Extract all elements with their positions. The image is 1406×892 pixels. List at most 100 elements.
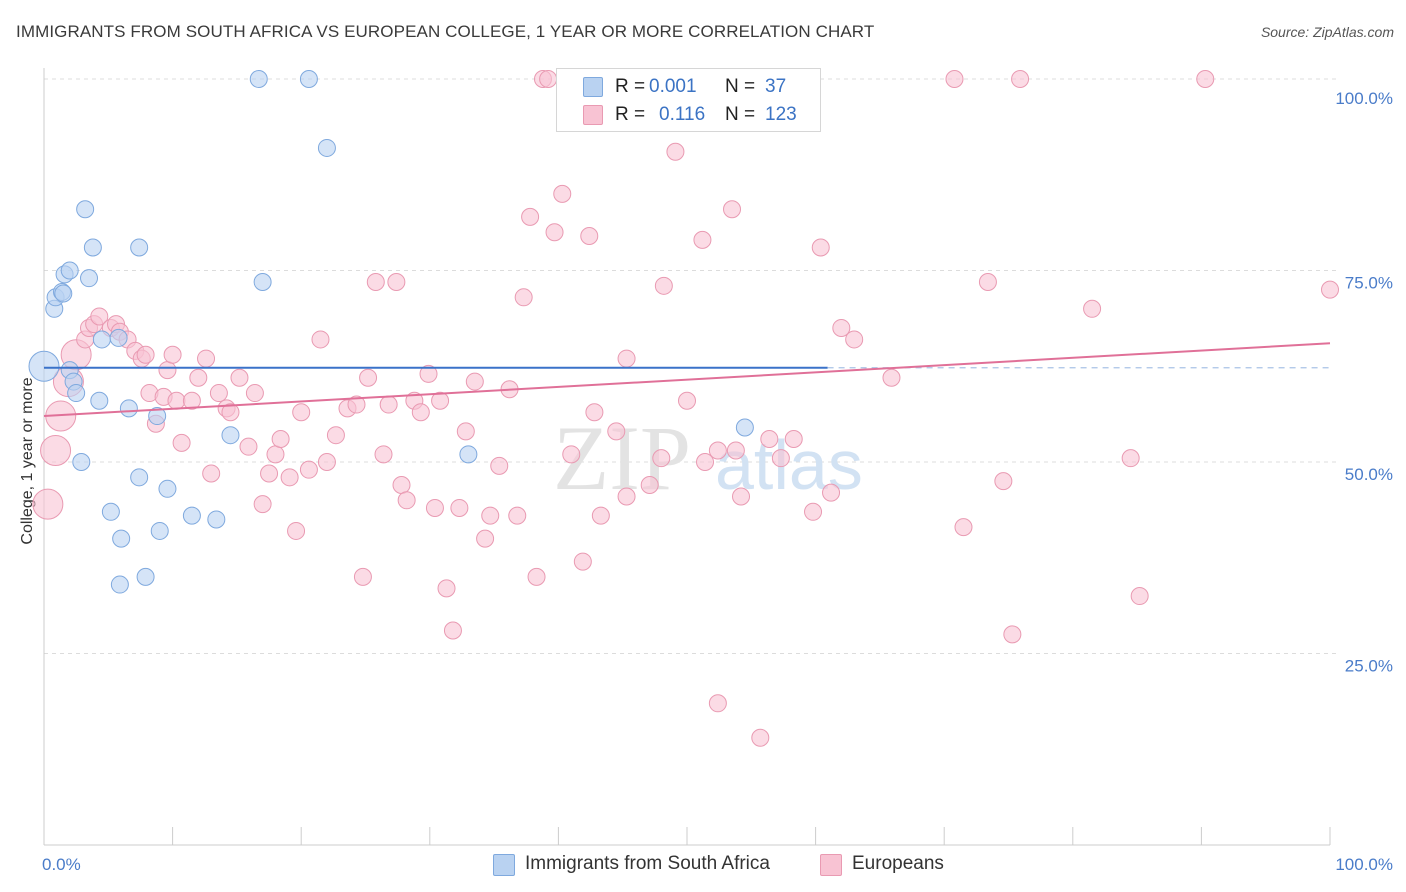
data-point — [239, 437, 258, 456]
trend-line-europeans — [43, 342, 1331, 418]
data-point — [652, 449, 671, 468]
legend-row-europeans: R = 0.116 N = 123 — [557, 102, 820, 128]
data-point — [490, 456, 509, 475]
data-point — [832, 318, 851, 337]
chart-title: IMMIGRANTS FROM SOUTH AFRICA VS EUROPEAN… — [16, 22, 875, 41]
data-point — [450, 498, 469, 517]
legend-swatch-blue — [493, 854, 515, 876]
data-point — [311, 330, 330, 349]
data-point — [431, 391, 450, 410]
legend-r-value: 0.116 — [659, 104, 706, 125]
data-point — [287, 521, 306, 540]
data-point — [751, 728, 770, 747]
data-point — [994, 472, 1013, 491]
correlation-legend: R = 0.001 N = 37 R = 0.116 N = 123 — [556, 68, 821, 132]
trend-lines — [43, 342, 1331, 418]
data-point — [954, 518, 973, 537]
data-point — [317, 138, 336, 157]
data-point — [726, 441, 745, 460]
legend-r-value: 0.001 — [649, 76, 697, 97]
data-point — [708, 694, 727, 713]
data-point — [882, 368, 901, 387]
data-point — [732, 487, 751, 506]
data-point — [580, 227, 599, 246]
data-point — [845, 330, 864, 349]
y-tick-label: 25.0% — [1345, 657, 1393, 676]
data-point — [735, 418, 754, 437]
legend-swatch-blue — [583, 77, 603, 97]
data-point — [80, 269, 99, 288]
data-point — [230, 368, 249, 387]
data-point — [326, 426, 345, 445]
data-point — [562, 445, 581, 464]
data-point — [1321, 280, 1339, 299]
data-point — [481, 506, 500, 525]
y-tick-label: 50.0% — [1345, 465, 1393, 484]
data-point — [271, 430, 290, 449]
data-point — [163, 345, 182, 364]
data-point — [253, 495, 272, 514]
data-point — [172, 433, 191, 452]
data-point — [148, 407, 167, 426]
data-point — [90, 307, 109, 326]
data-point — [353, 567, 372, 586]
data-point — [299, 460, 318, 479]
data-point — [760, 430, 779, 449]
data-point — [696, 453, 715, 471]
data-point — [708, 441, 727, 460]
source-credit: Source: ZipAtlas.com — [1260, 24, 1394, 40]
data-point — [28, 350, 60, 382]
data-point — [1121, 449, 1140, 468]
data-point — [392, 475, 411, 494]
data-point — [83, 238, 102, 257]
legend-n-label: N = — [725, 104, 756, 125]
data-point — [130, 238, 149, 257]
data-point — [366, 272, 385, 291]
data-point — [397, 491, 416, 510]
data-point — [607, 422, 626, 441]
legend-swatch-pink — [583, 105, 603, 125]
data-point — [92, 330, 111, 349]
data-point — [317, 453, 336, 471]
data-point — [459, 445, 478, 464]
data-point — [136, 345, 155, 364]
data-point — [387, 272, 406, 291]
legend-label-south-africa: Immigrants from South Africa — [525, 853, 770, 874]
y-tick-label: 100.0% — [1335, 89, 1393, 108]
data-point — [425, 498, 444, 517]
legend-row-south-africa: R = 0.001 N = 37 — [557, 74, 820, 100]
data-point — [374, 445, 393, 464]
data-point — [654, 276, 673, 295]
legend-r-label: R = — [615, 104, 646, 125]
data-point — [182, 506, 201, 525]
data-point — [32, 488, 64, 520]
data-point — [693, 230, 712, 249]
data-point — [158, 479, 177, 498]
data-point — [527, 567, 546, 586]
data-point — [379, 395, 398, 414]
data-point — [119, 399, 138, 418]
data-point — [804, 502, 823, 521]
data-point — [822, 483, 841, 502]
data-point — [245, 384, 264, 403]
data-point — [189, 368, 208, 387]
data-point — [280, 468, 299, 487]
data-point — [182, 391, 201, 410]
data-point — [771, 449, 790, 468]
data-point — [101, 502, 120, 521]
data-point — [90, 391, 109, 410]
data-point — [136, 567, 155, 586]
data-point — [260, 464, 279, 483]
data-point — [573, 552, 592, 571]
data-point — [508, 506, 527, 525]
data-point — [1011, 70, 1030, 88]
data-point — [1196, 70, 1215, 88]
data-point — [585, 403, 604, 422]
data-point — [67, 384, 86, 403]
series-europeans-points — [32, 70, 1339, 747]
data-point — [723, 200, 742, 219]
data-point — [514, 288, 533, 307]
data-point — [109, 328, 128, 347]
data-point — [359, 368, 378, 387]
data-point — [539, 70, 558, 88]
